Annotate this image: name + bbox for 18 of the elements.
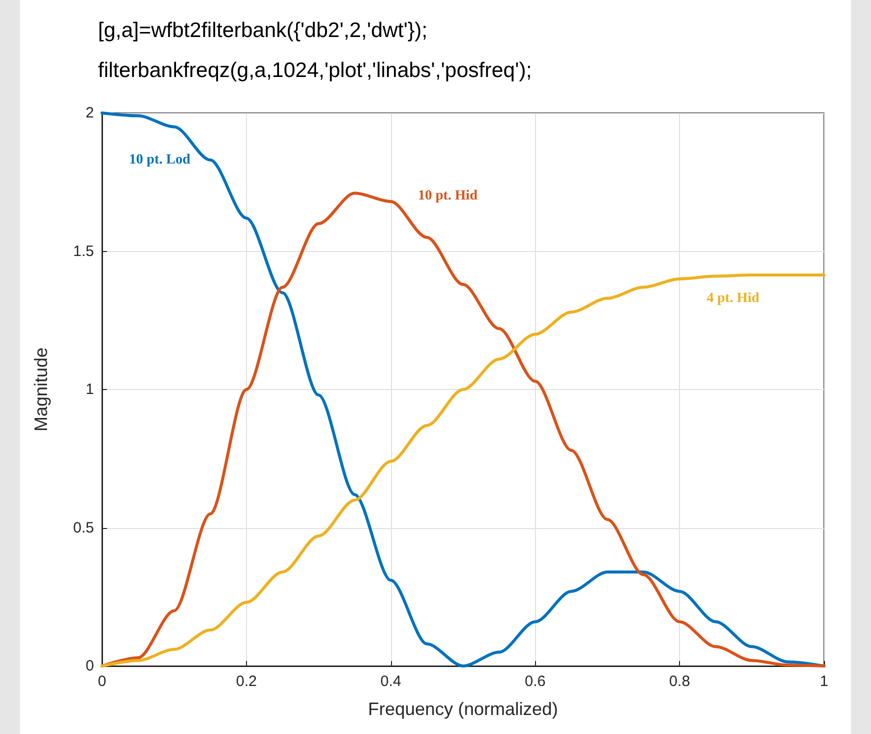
series-label: 10 pt. Lod [129,152,190,168]
x-axis-title: Frequency (normalized) [368,699,558,719]
x-tick-label: 0 [98,673,106,690]
series-label: 4 pt. Hid [706,290,760,306]
y-tick-label: 1 [86,381,94,398]
y-tick-label: 2 [86,104,94,122]
x-tick-label: 0.4 [380,673,402,690]
y-tick-label: 0 [86,658,94,674]
x-tick-label: 0.2 [236,673,257,690]
series-label: 10 pt. Hid [418,188,478,204]
x-tick-label: 0.8 [669,673,690,690]
text: filterbankfreqz(g,a,1024,'plot','linabs','posfreq'); [98,59,532,82]
y-axis-title: Magnitude [31,347,51,432]
y-tick-label: 0.5 [73,519,94,536]
x-tick-label: 0.6 [524,673,546,690]
text: [g,a]=wfbt2filterbank({'db2',2,'dwt'}); [98,19,428,42]
x-tick-label: 1 [820,673,828,690]
y-tick-label: 1.5 [73,242,94,260]
